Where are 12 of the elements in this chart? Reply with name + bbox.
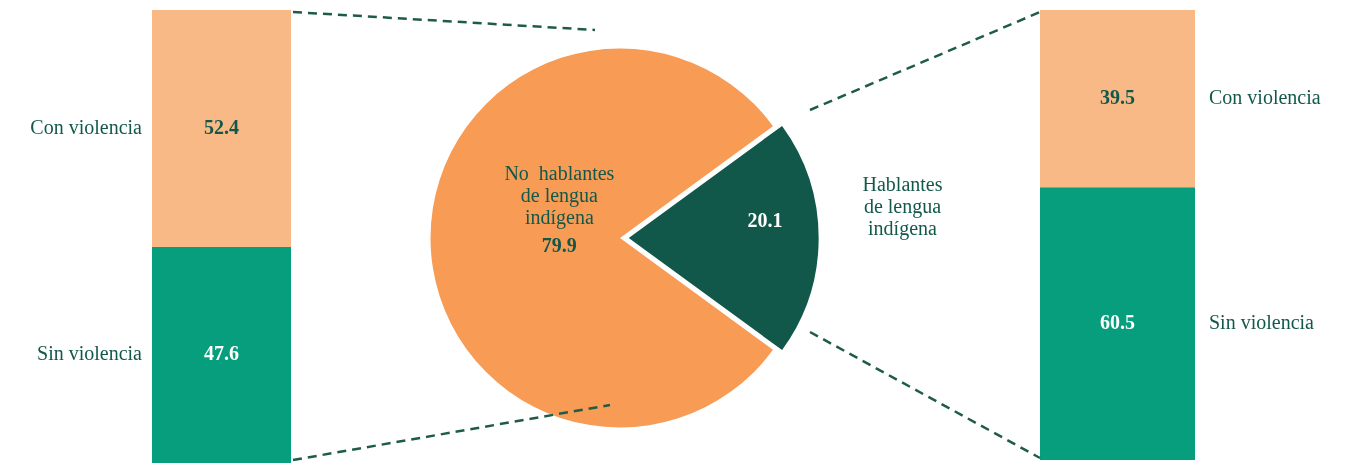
data-label: 60.5 xyxy=(1100,311,1135,334)
series-label: Sin violencia xyxy=(1209,311,1315,334)
series-label: Con violencia xyxy=(30,115,143,138)
data-label: 39.5 xyxy=(1100,86,1135,109)
data-label: 47.6 xyxy=(204,342,239,365)
data-label: 79.9 xyxy=(541,234,577,257)
slice-label: No hablantes de lengua indígena xyxy=(504,162,615,230)
data-label: 52.4 xyxy=(204,115,239,138)
data-label: 20.1 xyxy=(747,209,783,232)
series-label: Sin violencia xyxy=(37,342,143,365)
slice-label: Hablantes de lengua indígena xyxy=(862,173,943,241)
series-label: Con violencia xyxy=(1209,86,1321,109)
